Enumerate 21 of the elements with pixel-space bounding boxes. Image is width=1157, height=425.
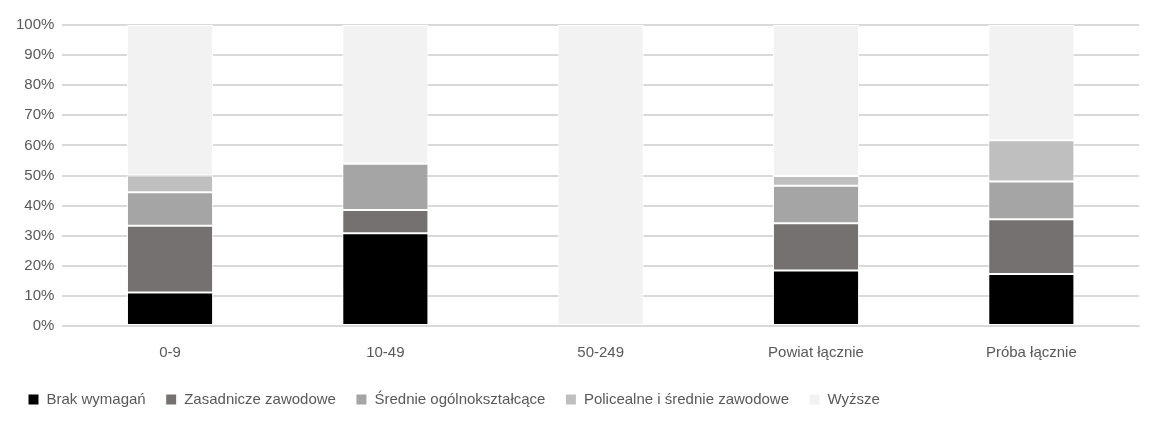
- y-tick-label: 40%: [24, 195, 55, 213]
- legend-label: Brak wymagań: [46, 389, 146, 407]
- y-tick-label: 0%: [32, 316, 55, 334]
- y-tick-label: 50%: [24, 165, 55, 183]
- y-tick-label: 90%: [24, 45, 55, 63]
- x-tick-label: Próba łącznie: [985, 343, 1077, 361]
- y-tick-label: 70%: [24, 105, 55, 123]
- y-tick-label: 30%: [24, 225, 55, 243]
- y-tick-label: 80%: [24, 75, 55, 93]
- y-tick-label: 10%: [24, 286, 55, 304]
- legend-label: Zasadnicze zawodowe: [184, 389, 336, 407]
- y-tick-label: 100%: [15, 15, 55, 33]
- x-tick-label: 50-249: [577, 343, 625, 361]
- y-tick-label: 20%: [24, 255, 55, 273]
- legend-label: Wyższe: [827, 389, 880, 407]
- legend-label: Średnie ogólnokształcące: [374, 389, 546, 407]
- x-tick-label: 10-49: [366, 343, 405, 361]
- legend-label: Policealne i średnie zawodowe: [583, 389, 790, 407]
- x-tick-label: Powiat łącznie: [768, 343, 864, 361]
- y-tick-label: 60%: [24, 135, 55, 153]
- x-tick-label: 0-9: [159, 343, 181, 361]
